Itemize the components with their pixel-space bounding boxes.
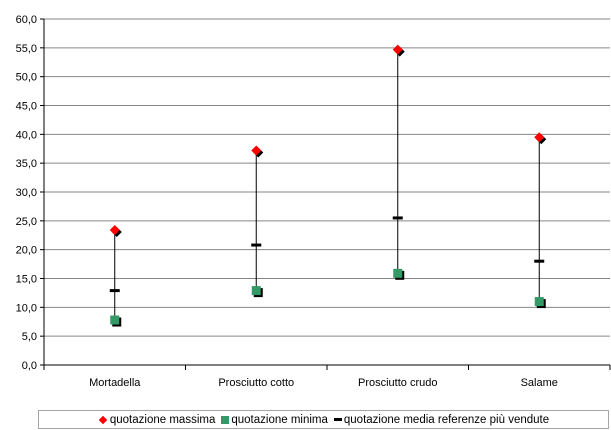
- y-tick-label: 50,0: [16, 72, 37, 84]
- legend-item-avg: quotazione media referenze più vendute: [333, 413, 550, 426]
- min-marker: [534, 297, 544, 307]
- y-tick-label: 55,0: [16, 43, 37, 55]
- min-marker: [251, 286, 261, 296]
- max-marker: [534, 132, 545, 143]
- min-marker: [110, 315, 120, 325]
- chart: 0,0 5,0 10,0 15,0 20,0 25,0 30,0 35,0 40,0 45,0 50…: [16, 14, 611, 389]
- legend-label-min: quotazione minima: [231, 413, 328, 426]
- avg-marker: [392, 216, 403, 220]
- legend-label-avg: quotazione media referenze più vendute: [343, 413, 550, 426]
- diamond-marker-icon: [98, 415, 108, 424]
- avg-marker: [109, 289, 120, 293]
- gridlines: [44, 18, 610, 337]
- max-marker: [109, 225, 120, 236]
- y-tick-label: 15,0: [16, 274, 37, 286]
- x-category-label: Mortadella: [89, 377, 141, 389]
- axes: [40, 18, 611, 370]
- legend-item-max: quotazione massima: [98, 414, 215, 426]
- y-tick-label: 25,0: [16, 216, 37, 228]
- legend-label-max: quotazione massima: [109, 413, 216, 426]
- max-marker: [251, 145, 262, 156]
- y-tick-label: 40,0: [16, 129, 37, 141]
- data-markers: [109, 44, 547, 327]
- x-category-label: Prosciutto crudo: [358, 377, 437, 389]
- range-lines: [114, 49, 540, 321]
- x-category-labels: Mortadella Prosciutto cotto Prosciutto cru…: [89, 377, 558, 389]
- y-tick-label: 35,0: [16, 158, 37, 170]
- min-marker: [393, 268, 403, 278]
- y-tick-label: 5,0: [22, 331, 37, 343]
- y-tick-label: 60,0: [16, 14, 37, 26]
- y-tick-label: 45,0: [16, 101, 37, 113]
- legend-item-min: quotazione minima: [221, 414, 328, 426]
- max-marker: [392, 44, 403, 55]
- avg-marker: [251, 243, 262, 247]
- dash-marker-icon: [333, 418, 342, 421]
- legend: quotazione massima quotazione minima quo…: [38, 410, 609, 429]
- y-tick-label: 20,0: [16, 245, 37, 257]
- y-tick-label: 30,0: [16, 187, 37, 199]
- y-tick-labels: 0,0 5,0 10,0 15,0 20,0 25,0 30,0 35,0 40,0 45,0 50…: [16, 14, 37, 372]
- x-category-label: Prosciutto cotto: [218, 377, 294, 389]
- x-category-label: Salame: [521, 377, 558, 389]
- y-tick-label: 10,0: [16, 302, 37, 314]
- y-tick-label: 0,0: [22, 360, 37, 372]
- square-marker-icon: [221, 415, 230, 424]
- avg-marker: [534, 259, 545, 263]
